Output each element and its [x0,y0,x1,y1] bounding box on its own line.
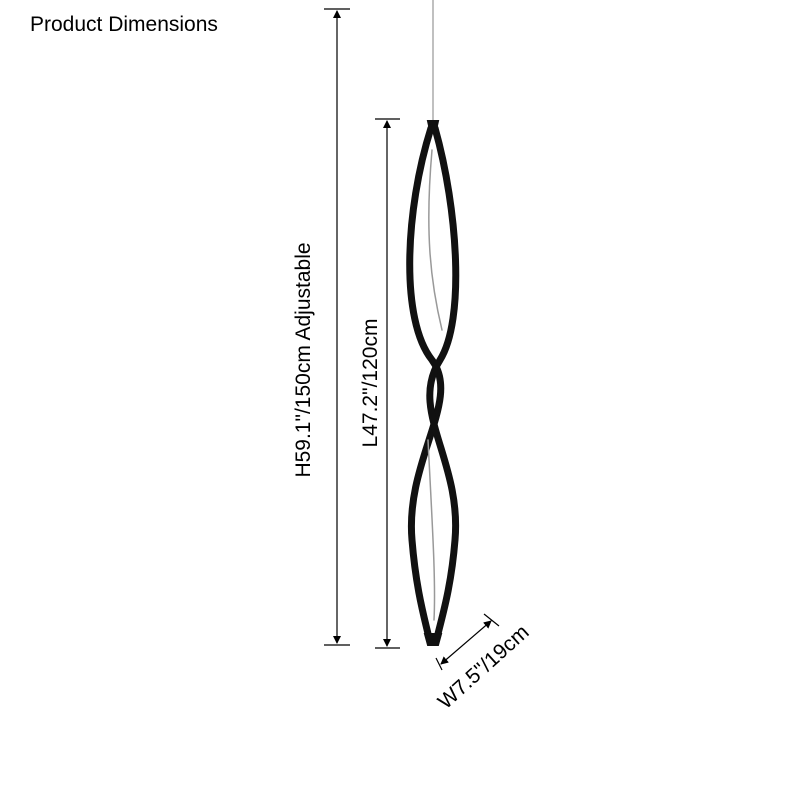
length-label: L47.2"/120cm [359,319,382,448]
width-label: W7.5"/19cm [434,621,534,714]
height-label: H59.1"/150cm Adjustable [292,242,315,477]
pendant-lamp [406,120,460,646]
page-title: Product Dimensions [30,13,218,36]
height-dimension-line [324,8,350,646]
length-dimension-line [375,118,400,649]
width-dimension-line [435,613,500,671]
